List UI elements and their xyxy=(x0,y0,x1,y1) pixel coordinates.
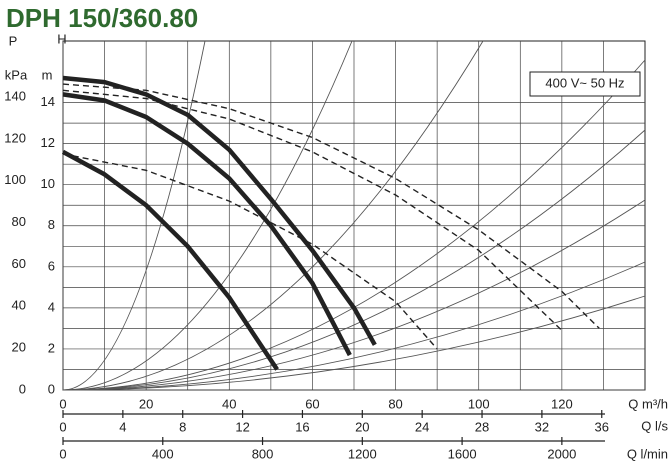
y-label: H xyxy=(57,31,66,46)
system-curve xyxy=(62,40,353,391)
x-tick-label: 0 xyxy=(59,396,66,411)
x3-tick-label: 0 xyxy=(59,446,66,461)
pump-curve xyxy=(62,92,352,357)
y2-tick-label: 80 xyxy=(12,214,26,229)
y2-tick-label: 20 xyxy=(12,340,26,355)
x3-tick-label: 400 xyxy=(152,446,174,461)
system-curve xyxy=(62,261,646,391)
x3-tick-label: 1200 xyxy=(348,446,377,461)
x2-tick-label: 20 xyxy=(355,419,369,434)
annotation: 400 V~ 50 Hz xyxy=(545,75,624,90)
x2-tick-label: 0 xyxy=(59,419,66,434)
x-tick-label: 60 xyxy=(305,396,319,411)
y-tick-label: 8 xyxy=(48,217,55,232)
y-tick-label: 10 xyxy=(41,176,55,191)
y2-tick-label: 40 xyxy=(12,298,26,313)
x2-label: Q l/s xyxy=(641,418,668,433)
system-curve xyxy=(62,295,646,391)
y-unit: m xyxy=(42,67,53,82)
x3-tick-label: 2000 xyxy=(547,446,576,461)
y2-tick-label: 120 xyxy=(4,130,26,145)
y-tick-label: 0 xyxy=(48,381,55,396)
x2-tick-label: 24 xyxy=(415,419,429,434)
x-tick-label: 20 xyxy=(139,396,153,411)
y-tick-label: 14 xyxy=(41,94,55,109)
annotation-box xyxy=(529,71,641,97)
x3-tick-label: 1600 xyxy=(448,446,477,461)
x-tick-label: 80 xyxy=(388,396,402,411)
y2-tick-label: 100 xyxy=(4,172,26,187)
y2-tick-label: 0 xyxy=(19,381,26,396)
y-tick-label: 4 xyxy=(48,299,55,314)
y-tick-label: 2 xyxy=(48,340,55,355)
system-curves xyxy=(62,40,646,391)
x2-tick-label: 4 xyxy=(119,419,126,434)
system-curve xyxy=(62,40,484,391)
y2-tick-label: 60 xyxy=(12,256,26,271)
system-curve xyxy=(62,199,646,391)
x-tick-label: 100 xyxy=(468,396,490,411)
y2-label: P xyxy=(9,33,18,48)
x3-tick-label: 800 xyxy=(252,446,274,461)
y2-tick-label: 140 xyxy=(4,89,26,104)
x2-tick-label: 32 xyxy=(535,419,549,434)
dashed-curve xyxy=(62,153,438,350)
system-curve xyxy=(62,129,646,391)
x2-tick-label: 16 xyxy=(295,419,309,434)
y2-unit: kPa xyxy=(5,67,28,82)
x2-tick-label: 8 xyxy=(179,419,186,434)
dashed-curve xyxy=(62,83,600,329)
x-label: Q m³/h xyxy=(628,396,668,411)
chart-title: DPH 150/360.80 xyxy=(6,3,198,33)
x-tick-label: 40 xyxy=(222,396,236,411)
x-tick-label: 120 xyxy=(551,396,573,411)
x2-tick-label: 36 xyxy=(595,419,609,434)
x2-tick-label: 12 xyxy=(235,419,249,434)
x3-label: Q l/min xyxy=(627,446,668,461)
pump-curve xyxy=(61,149,279,371)
y-tick-label: 6 xyxy=(48,258,55,273)
x2-tick-label: 28 xyxy=(475,419,489,434)
system-curve xyxy=(62,40,206,391)
dashed-curve xyxy=(62,89,563,332)
pump-curve xyxy=(62,75,377,346)
y-tick-label: 12 xyxy=(41,135,55,150)
